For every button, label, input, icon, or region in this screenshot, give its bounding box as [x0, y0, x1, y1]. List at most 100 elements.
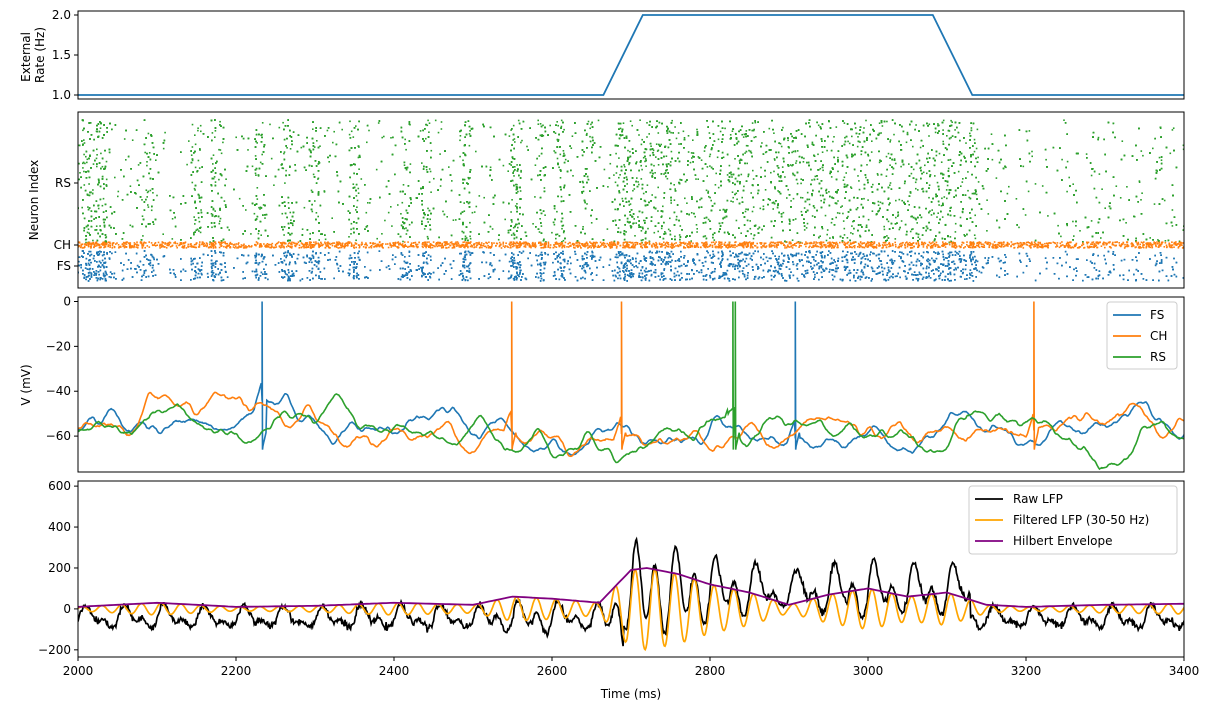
rs-spike: [283, 234, 285, 236]
rs-spike: [856, 207, 859, 209]
rs-spike: [191, 159, 194, 162]
rs-spike: [405, 227, 407, 229]
rs-spike: [708, 195, 710, 198]
rs-spike: [405, 233, 408, 235]
rs-spike: [965, 142, 967, 144]
rs-spike: [101, 204, 104, 207]
rs-spike: [228, 229, 230, 231]
rs-spike: [1005, 166, 1007, 169]
rs-spike: [796, 182, 799, 185]
rs-spike: [89, 154, 91, 156]
rs-spike: [819, 235, 821, 237]
rs-spike: [84, 162, 86, 165]
rs-spike: [837, 200, 839, 202]
rs-spike: [341, 128, 343, 131]
rs-spike: [938, 152, 941, 155]
rs-spike: [1090, 220, 1093, 222]
rs-spike: [427, 207, 429, 210]
rs-spike: [628, 163, 630, 166]
rs-spike: [356, 199, 359, 202]
rs-spike: [800, 182, 802, 185]
rs-spike: [917, 236, 920, 238]
rs-spike: [867, 155, 870, 157]
rs-spike: [962, 178, 964, 180]
rs-spike: [83, 170, 85, 173]
rs-spike: [590, 222, 593, 224]
rs-spike: [977, 181, 980, 183]
rs-spike: [301, 228, 304, 230]
rs-spike: [735, 192, 738, 195]
rs-spike: [924, 164, 926, 167]
rs-spike: [197, 127, 199, 129]
rs-spike: [977, 156, 979, 159]
rs-spike: [625, 176, 628, 178]
rs-spike: [538, 155, 541, 157]
rs-spike: [261, 122, 264, 124]
rs-spike: [194, 143, 197, 146]
rs-spike: [881, 125, 884, 127]
rs-spike: [96, 148, 98, 151]
rs-spike: [1125, 222, 1127, 224]
rs-spike: [637, 216, 639, 218]
rs-spike: [975, 193, 978, 196]
rs-spike: [464, 235, 467, 238]
rs-spike: [84, 238, 87, 241]
rs-spike: [850, 186, 852, 188]
rs-spike: [750, 152, 753, 154]
rs-spike: [219, 217, 222, 220]
rs-spike: [867, 199, 869, 201]
rs-spike: [667, 228, 670, 231]
rs-spike: [876, 173, 879, 175]
rs-spike: [430, 191, 432, 193]
rs-spike: [211, 132, 214, 134]
rs-spike: [214, 181, 217, 183]
rs-spike: [618, 157, 620, 159]
rs-spike: [404, 138, 406, 141]
rs-spike: [770, 171, 772, 174]
rs-spike: [504, 218, 506, 221]
rs-spike: [848, 142, 851, 145]
rs-spike: [954, 129, 956, 131]
rs-spike: [706, 166, 709, 168]
rs-spike: [703, 217, 706, 219]
rs-spike: [1006, 192, 1009, 195]
rs-spike: [883, 225, 885, 228]
rs-spike: [946, 184, 949, 187]
rs-spike: [1149, 237, 1151, 239]
rs-spike: [781, 166, 784, 168]
rs-spike: [679, 178, 681, 181]
rs-spike: [553, 223, 556, 226]
rs-spike: [317, 215, 319, 218]
rs-spike: [96, 154, 98, 156]
rs-spike: [877, 204, 880, 206]
rs-spike: [619, 127, 622, 130]
rs-spike: [1138, 180, 1141, 182]
rs-spike: [907, 200, 909, 203]
rs-spike: [1172, 127, 1175, 129]
rs-spike: [292, 224, 294, 227]
rs-spike: [1138, 181, 1141, 183]
rs-spike: [520, 169, 522, 172]
rs-spike: [833, 136, 835, 138]
rs-spike: [425, 168, 428, 171]
rs-spike: [937, 123, 939, 125]
rs-spike: [664, 231, 666, 233]
rs-spike: [819, 194, 822, 197]
rs-spike: [300, 146, 303, 149]
rs-spike: [841, 164, 844, 167]
rs-spike: [556, 157, 559, 160]
rs-spike: [516, 203, 518, 205]
rs-spike: [425, 137, 427, 140]
rs-spike: [426, 124, 429, 127]
rs-spike: [387, 211, 390, 214]
rs-spike: [117, 190, 120, 193]
rs-spike: [219, 149, 222, 151]
rs-spike: [86, 161, 88, 164]
rs-spike: [512, 170, 515, 172]
rs-spike: [961, 181, 964, 183]
rs-spike: [191, 181, 194, 184]
rs-spike: [991, 158, 994, 161]
rs-spike: [653, 164, 655, 167]
rs-spike: [141, 199, 143, 201]
